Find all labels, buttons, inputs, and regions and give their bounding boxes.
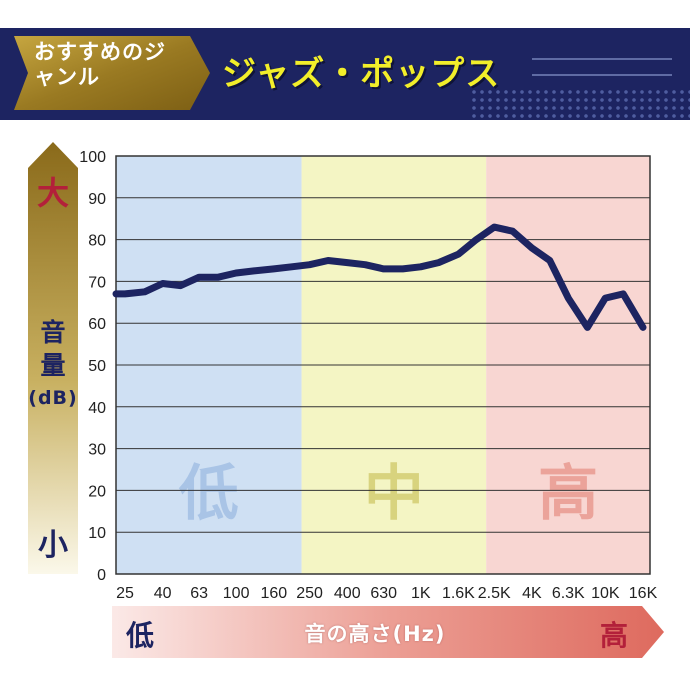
x-tick-label-10: 2.5K xyxy=(478,585,511,602)
y-tick-label-60: 60 xyxy=(88,316,106,333)
frequency-indicator-bar xyxy=(112,606,664,658)
x-tick-label-12: 6.3K xyxy=(552,585,585,602)
header-banner: おすすめのジャンル ジャズ・ポップス xyxy=(0,28,690,120)
x-tick-label-5: 250 xyxy=(296,585,323,602)
y-tick-label-10: 10 xyxy=(88,525,106,542)
x-tick-label-6: 400 xyxy=(334,585,361,602)
band-1-label: 中 xyxy=(364,459,424,529)
x-tick-label-8: 1K xyxy=(411,585,431,602)
banner-decoration-dots xyxy=(470,88,690,118)
x-tick-label-3: 100 xyxy=(223,585,250,602)
x-tick-label-9: 1.6K xyxy=(442,585,475,602)
x-tick-label-2: 63 xyxy=(190,585,208,602)
x-tick-label-1: 40 xyxy=(154,585,172,602)
volume-high-label: 大 xyxy=(36,174,69,212)
banner-decoration-lines xyxy=(532,58,672,76)
x-tick-label-11: 4K xyxy=(522,585,542,602)
frequency-response-chart: 低 中 高 0 10 20 30 40 50 60 70 80 90 100 25 40 63 100 160 250… xyxy=(79,149,658,602)
x-tick-label-14: 16K xyxy=(629,585,658,602)
band-2-label: 高 xyxy=(538,459,598,529)
frequency-high-label: 高 xyxy=(600,619,629,652)
volume-axis-title: 音量 (dB) xyxy=(28,316,78,415)
volume-low-label: 小 xyxy=(38,528,68,563)
genre-tag-label: おすすめのジャンル xyxy=(34,40,166,89)
genre-name: ジャズ・ポップス xyxy=(222,54,501,94)
y-tick-label-20: 20 xyxy=(88,483,106,500)
y-tick-label-80: 80 xyxy=(88,233,106,250)
series-0-line xyxy=(112,223,647,331)
frequency-axis-title: 音の高さ(Hz) xyxy=(304,622,446,646)
x-tick-label-13: 10K xyxy=(591,585,620,602)
volume-axis-unit: (dB) xyxy=(28,387,78,409)
x-tick-label-7: 630 xyxy=(370,585,397,602)
volume-indicator-bar xyxy=(28,142,78,574)
y-tick-label-70: 70 xyxy=(88,274,106,291)
band-0-label: 低 xyxy=(179,459,239,529)
y-tick-label-0: 0 xyxy=(97,567,106,584)
volume-axis-title-text: 音量 xyxy=(40,318,66,380)
x-tick-label-4: 160 xyxy=(260,585,287,602)
y-tick-label-40: 40 xyxy=(88,400,106,417)
genre-tag-shape xyxy=(14,36,210,110)
y-tick-label-50: 50 xyxy=(88,358,106,375)
frequency-low-label: 低 xyxy=(126,619,155,652)
y-tick-label-30: 30 xyxy=(88,442,106,459)
y-tick-label-90: 90 xyxy=(88,191,106,208)
x-tick-label-0: 25 xyxy=(116,585,134,602)
y-tick-label-100: 100 xyxy=(79,149,106,166)
plot-frame xyxy=(115,155,651,575)
